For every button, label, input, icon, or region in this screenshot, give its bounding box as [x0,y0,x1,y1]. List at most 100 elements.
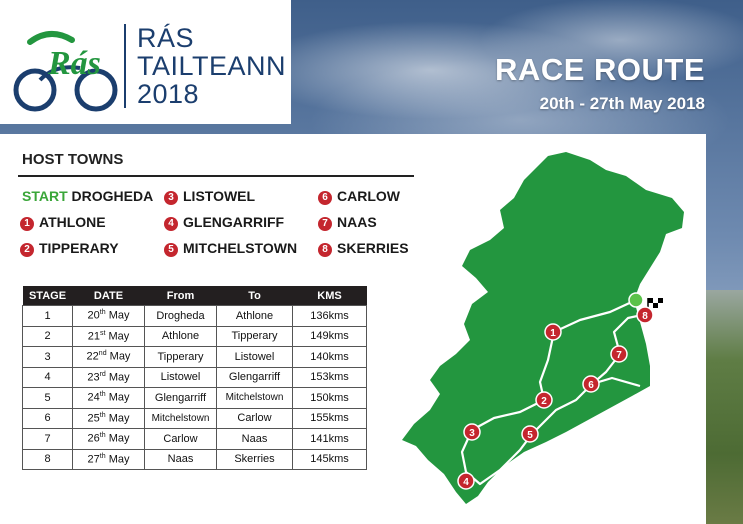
to-cell: Glengarriff [216,366,293,388]
kms-cell: 149kms [292,325,367,347]
table-row: 7 26th May Carlow Naas 141kms [22,428,367,450]
cyclist-logo-icon: Rás [13,31,118,112]
host-towns-heading: HOST TOWNS [22,151,124,168]
host-town: 6 CARLOW [318,188,400,205]
host-town-name: CARLOW [337,188,400,204]
table-row: 6 25th May Mitchelstown Carlow 155kms [22,407,367,429]
stage-cell: 2 [22,325,73,347]
page-title: RACE ROUTE [495,52,705,87]
start-dot [628,292,644,308]
column-header: STAGE [22,286,73,306]
start-label: START [22,188,68,204]
host-town: 5 MITCHELSTOWN [164,240,297,257]
stage-cell: 1 [22,305,73,327]
column-header: DATE [72,286,145,306]
svg-text:7: 7 [616,350,622,361]
logo-script-text: Rás [47,45,101,82]
stage-number-badge: 6 [318,191,332,205]
stage-number-badge: 8 [318,243,332,257]
to-cell: Listowel [216,346,293,368]
start-town: DROGHEDA [71,188,154,204]
kms-cell: 145kms [292,448,367,470]
race-dates: 20th - 27th May 2018 [539,94,705,113]
table-row: 4 23rd May Listowel Glengarriff 153kms [22,366,367,388]
table-row: 3 22nd May Tipperary Listowel 140kms [22,346,367,368]
to-cell: Mitchelstown [216,387,293,409]
stage-number-badge: 1 [20,217,34,231]
kms-cell: 141kms [292,428,367,450]
host-town-name: TIPPERARY [39,240,119,256]
host-town-name: NAAS [337,214,377,230]
map-marker-5: 5 [521,425,539,443]
host-town: 4 GLENGARRIFF [164,214,284,231]
from-cell: Drogheda [144,305,217,327]
column-header: To [216,286,293,306]
table-row: 1 20th May Drogheda Athlone 136kms [22,305,367,327]
stage-table: STAGE DATE From To KMS 1 20th May Droghe… [22,286,367,470]
table-row: 5 24th May Glengarriff Mitchelstown 150k… [22,387,367,409]
kms-cell: 140kms [292,346,367,368]
date-cell: 25th May [72,407,145,429]
from-cell: Naas [144,448,217,470]
stage-cell: 7 [22,428,73,450]
host-town-name: LISTOWEL [183,188,256,204]
from-cell: Tipperary [144,346,217,368]
from-cell: Mitchelstown [144,407,217,429]
table-row: 8 27th May Naas Skerries 145kms [22,448,367,470]
stage-number-badge: 3 [164,191,178,205]
map-marker-3: 3 [463,423,481,441]
to-cell: Carlow [216,407,293,429]
host-town: 2 TIPPERARY [20,240,119,257]
date-cell: 24th May [72,387,145,409]
svg-text:3: 3 [469,428,475,439]
column-header: KMS [292,286,367,306]
stage-number-badge: 2 [20,243,34,257]
to-cell: Tipperary [216,325,293,347]
svg-text:8: 8 [642,311,648,322]
stage-cell: 6 [22,407,73,429]
stage-cell: 4 [22,366,73,388]
svg-text:5: 5 [527,430,533,441]
kms-cell: 153kms [292,366,367,388]
table-row: 2 21st May Athlone Tipperary 149kms [22,325,367,347]
heading-divider [18,175,414,177]
host-town-name: GLENGARRIFF [183,214,285,230]
map-marker-4: 4 [457,472,475,490]
ireland-landmass [402,152,684,504]
to-cell: Skerries [216,448,293,470]
to-cell: Athlone [216,305,293,327]
kms-cell: 155kms [292,407,367,429]
stage-number-badge: 4 [164,217,178,231]
date-cell: 21st May [72,325,145,347]
logo-line-1: RÁS [137,23,195,53]
host-town: 7 NAAS [318,214,377,231]
logo-line-3: 2018 [137,79,200,109]
from-cell: Carlow [144,428,217,450]
host-town-start: START DROGHEDA [22,188,153,204]
ireland-route-map: 1 2 3 4 5 6 7 8 [402,152,684,504]
host-town-name: SKERRIES [337,240,409,256]
svg-text:1: 1 [550,328,556,339]
kms-cell: 136kms [292,305,367,327]
host-town: 3 LISTOWEL [164,188,255,205]
svg-text:2: 2 [541,396,547,407]
host-town-name: MITCHELSTOWN [183,240,298,256]
map-marker-6: 6 [582,375,600,393]
logo-panel: Rás RÁS TAILTEANN 2018 [0,0,291,124]
stage-cell: 8 [22,448,73,470]
map-marker-8: 8 [636,306,654,324]
from-cell: Listowel [144,366,217,388]
kms-cell: 150kms [292,387,367,409]
stage-cell: 5 [22,387,73,409]
host-town: 8 SKERRIES [318,240,409,257]
map-marker-1: 1 [544,323,562,341]
map-marker-2: 2 [535,391,553,409]
logo-line-2: TAILTEANN [137,51,287,81]
logo-divider [124,24,126,108]
date-cell: 26th May [72,428,145,450]
date-cell: 27th May [72,448,145,470]
svg-text:4: 4 [463,477,469,488]
table-header-row: STAGE DATE From To KMS [22,286,367,306]
from-cell: Athlone [144,325,217,347]
map-marker-7: 7 [610,345,628,363]
